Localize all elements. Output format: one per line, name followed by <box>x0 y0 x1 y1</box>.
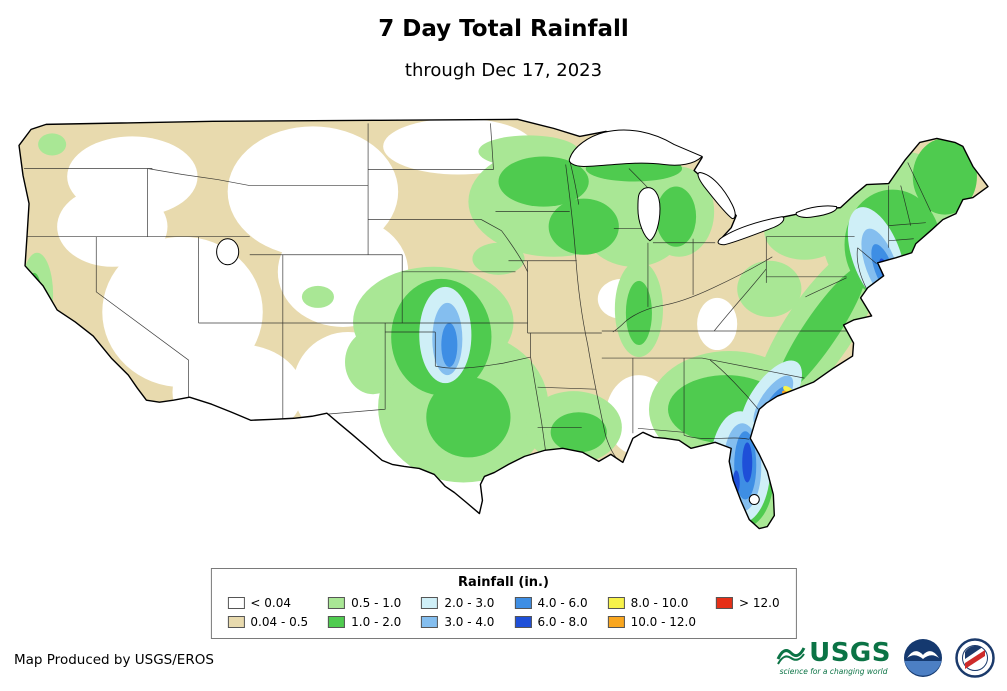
legend-label: 10.0 - 12.0 <box>630 615 696 629</box>
legend-label: 4.0 - 6.0 <box>537 596 588 610</box>
legend-label: 1.0 - 2.0 <box>351 615 402 629</box>
us-rainfall-map <box>12 116 995 548</box>
us-rainfall-map-svg <box>18 118 989 530</box>
great-lakes <box>216 129 838 506</box>
legend-item: < 0.04 <box>227 596 308 610</box>
great-salt-lake-shape <box>216 238 240 266</box>
legend-item: 4.0 - 6.0 <box>514 596 588 610</box>
legend-swatch <box>227 616 245 628</box>
legend-swatch <box>328 597 346 609</box>
legend-swatch <box>607 616 625 628</box>
legend-item: 2.0 - 3.0 <box>421 596 494 610</box>
legend-item: 10.0 - 12.0 <box>607 615 696 629</box>
usgs-logo: USGS science for a changing world <box>776 640 891 676</box>
lake-okeechobee-shape <box>748 493 760 506</box>
legend-label: 0.5 - 1.0 <box>351 596 402 610</box>
lake-michigan-shape <box>637 187 661 242</box>
legend-item: > 12.0 <box>716 596 780 610</box>
legend-swatch <box>514 616 532 628</box>
logos: USGS science for a changing world <box>776 638 995 678</box>
legend-swatch <box>328 616 346 628</box>
legend-item: 0.5 - 1.0 <box>328 596 401 610</box>
legend-label: 6.0 - 8.0 <box>537 615 588 629</box>
legend-swatch <box>421 597 439 609</box>
legend-item: 6.0 - 8.0 <box>514 615 588 629</box>
state-borders <box>22 123 932 458</box>
legend-label: 8.0 - 10.0 <box>630 596 689 610</box>
lake-huron-shape <box>697 172 736 220</box>
legend: Rainfall (in.) < 0.04 0.04 - 0.5 0.5 - 1.0… <box>210 568 797 639</box>
map-subtitle: through Dec 17, 2023 <box>404 60 603 81</box>
legend-label: 3.0 - 4.0 <box>444 615 495 629</box>
usgs-tagline: science for a changing world <box>779 667 888 676</box>
lake-ontario-shape <box>795 205 838 218</box>
legend-label: 2.0 - 3.0 <box>444 596 495 610</box>
noaa-logo <box>904 639 942 677</box>
legend-label: < 0.04 <box>250 596 291 610</box>
legend-items: < 0.04 0.04 - 0.5 0.5 - 1.0 1.0 - 2.0 2.0 - … <box>227 596 780 629</box>
map-title: 7 Day Total Rainfall <box>378 16 629 42</box>
legend-label: 0.04 - 0.5 <box>250 615 309 629</box>
legend-swatch <box>227 597 245 609</box>
legend-title: Rainfall (in.) <box>458 575 549 590</box>
lake-superior-shape <box>568 129 703 167</box>
legend-swatch <box>607 597 625 609</box>
attribution: Map Produced by USGS/EROS <box>14 652 214 668</box>
legend-item: 8.0 - 10.0 <box>607 596 696 610</box>
usgs-wave-icon <box>776 647 806 665</box>
legend-item: 1.0 - 2.0 <box>328 615 401 629</box>
legend-item: 3.0 - 4.0 <box>421 615 494 629</box>
legend-swatch <box>514 597 532 609</box>
usgs-logo-text: USGS <box>809 638 891 668</box>
legend-swatch <box>716 597 733 609</box>
lake-erie-shape <box>717 216 785 246</box>
legend-label: > 12.0 <box>739 596 780 610</box>
us-outline <box>18 118 989 530</box>
nws-logo <box>955 638 995 678</box>
legend-item: 0.04 - 0.5 <box>227 615 308 629</box>
legend-swatch <box>421 616 439 628</box>
